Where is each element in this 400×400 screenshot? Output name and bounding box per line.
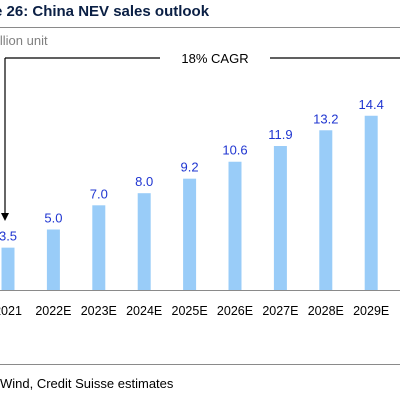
chart-title: e 26: China NEV sales outlook xyxy=(0,3,210,20)
bar-2021 xyxy=(1,247,15,290)
value-label-2023E: 7.0 xyxy=(90,186,108,201)
x-tick-2022E: 2022E xyxy=(35,304,71,318)
value-labels-group: 3.5 5.0 7.0 8.0 9.2 10.6 11.9 13.2 14.4 xyxy=(0,97,384,244)
bar-2029E xyxy=(364,115,378,290)
bar-2028E xyxy=(319,130,333,290)
value-label-2025E: 9.2 xyxy=(181,160,199,175)
value-label-2024E: 8.0 xyxy=(135,174,153,189)
value-label-2029E: 14.4 xyxy=(359,97,384,112)
source-note: Wind, Credit Suisse estimates xyxy=(0,376,174,391)
cagr-annotation: 18% CAGR xyxy=(1,51,400,221)
bar-2026E xyxy=(228,161,242,290)
x-tick-2021: 2021 xyxy=(0,304,22,318)
x-tick-2029E: 2029E xyxy=(353,304,389,318)
value-label-2027E: 11.9 xyxy=(268,127,292,142)
x-tick-2025E: 2025E xyxy=(172,304,208,318)
value-label-2028E: 13.2 xyxy=(313,111,338,126)
x-tick-2026E: 2026E xyxy=(217,304,253,318)
x-tick-2027E: 2027E xyxy=(262,304,298,318)
value-label-2021: 3.5 xyxy=(0,229,17,244)
x-tick-2024E: 2024E xyxy=(126,304,162,318)
bar-2022E xyxy=(46,229,60,290)
bars-group xyxy=(1,115,378,290)
value-label-2022E: 5.0 xyxy=(44,211,62,226)
value-label-2026E: 10.6 xyxy=(222,143,247,158)
title-divider xyxy=(0,27,400,28)
x-tick-2023E: 2023E xyxy=(81,304,117,318)
y-axis-unit-label: illion unit xyxy=(0,33,48,48)
bar-2024E xyxy=(137,193,151,290)
bar-2027E xyxy=(273,146,287,290)
x-tick-2028E: 2028E xyxy=(308,304,344,318)
cagr-label: 18% CAGR xyxy=(181,51,248,66)
bar-2023E xyxy=(92,205,106,290)
cagr-arrow-head xyxy=(1,213,9,221)
footer-divider xyxy=(0,364,400,365)
bar-2025E xyxy=(183,178,197,290)
x-tick-labels-group: 2021 2022E 2023E 2024E 2025E 2026E 2027E 2028E 2… xyxy=(0,304,389,318)
